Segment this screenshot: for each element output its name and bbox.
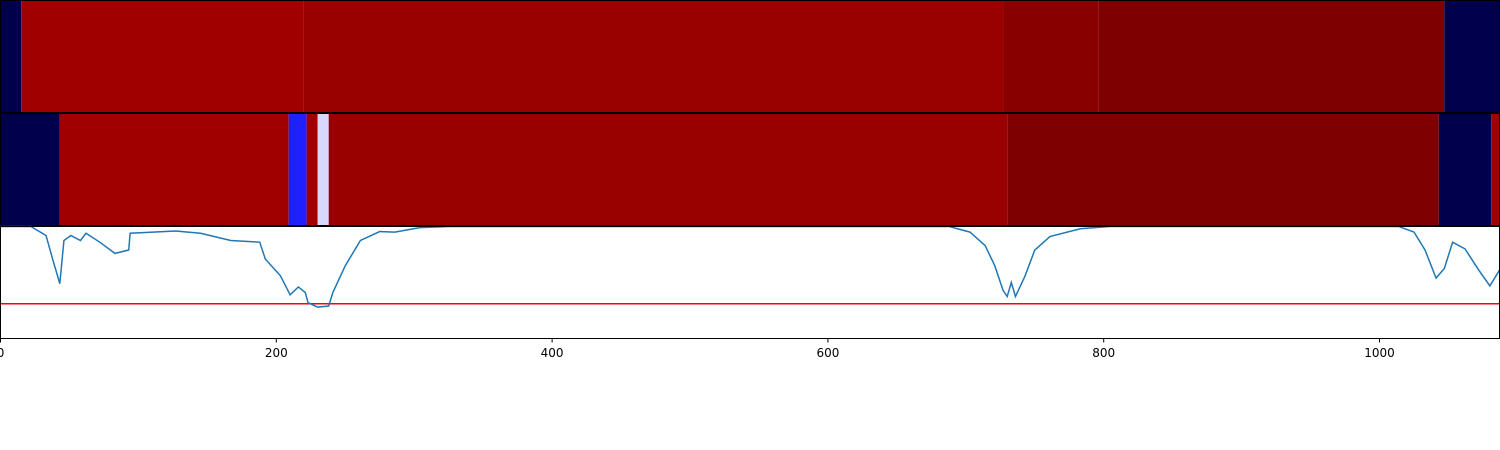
heatmap-cell	[1003, 0, 1099, 113]
heatmap-cell	[306, 113, 318, 226]
heatmap-cell	[317, 113, 329, 226]
heatmap-cell	[1444, 0, 1500, 113]
x-tick-label: 400	[541, 346, 564, 360]
heatmap-cell	[21, 0, 304, 113]
x-tick-label: 200	[265, 346, 288, 360]
heatmap-cell	[1438, 113, 1492, 226]
heatmap-cell	[288, 113, 307, 226]
x-tick-label: 600	[816, 346, 839, 360]
panel-frame	[0, 226, 1500, 339]
heatmap-cell	[59, 113, 289, 226]
heatmap-cell	[1007, 113, 1439, 226]
x-tick-label: 800	[1092, 346, 1115, 360]
heatmap-cell	[303, 0, 1004, 113]
x-tick-label: 1000	[1364, 346, 1395, 360]
heatmap-cell	[0, 0, 22, 113]
heatmap-cell	[328, 113, 1008, 226]
data-line	[0, 225, 1500, 308]
heatmap-cell	[0, 113, 60, 226]
heatmap-cell	[1098, 0, 1445, 113]
heatmap-cell	[1491, 113, 1500, 226]
x-tick-label: 0	[0, 346, 4, 360]
